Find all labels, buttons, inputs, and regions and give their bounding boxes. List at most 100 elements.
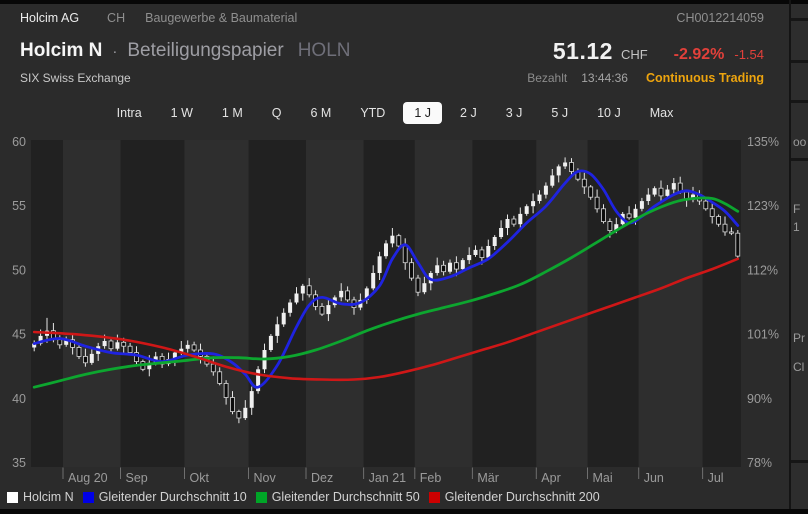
candle-body: [467, 255, 472, 261]
panel-fragment: oo: [793, 135, 807, 149]
legend-label: Gleitender Durchschnitt 10: [98, 490, 247, 504]
legend-item-gleitender-durchschnitt-200[interactable]: Gleitender Durchschnitt 200: [428, 490, 600, 504]
tab-intra[interactable]: Intra: [116, 106, 142, 120]
candle-body: [633, 208, 638, 218]
change-absolute: -1.54: [734, 47, 764, 62]
candle-body: [435, 265, 440, 273]
tab-max[interactable]: Max: [649, 106, 674, 120]
tab-1-m[interactable]: 1 M: [221, 106, 243, 120]
panel-divider: [791, 60, 808, 63]
candle-body: [243, 407, 248, 419]
candle-body: [32, 343, 37, 348]
tab-1-j[interactable]: 1 J: [403, 102, 443, 124]
legend-label: Gleitender Durchschnitt 200: [444, 490, 600, 504]
candle-body: [658, 187, 664, 197]
company-name[interactable]: Holcim AG: [20, 11, 80, 25]
instrument-name: Holcim N: [20, 40, 103, 61]
candle-body: [223, 382, 229, 398]
y-axis-label-left: 50: [12, 263, 26, 277]
month-band: [638, 140, 703, 467]
candle-body: [210, 363, 216, 373]
candle-body: [722, 223, 728, 233]
x-axis-label: Jul: [708, 471, 724, 485]
x-axis-label: Okt: [190, 471, 210, 485]
country-code: CH: [107, 11, 126, 25]
candle-body: [499, 228, 504, 237]
tab-6-m[interactable]: 6 M: [310, 106, 332, 120]
legend-item-gleitender-durchschnitt-50[interactable]: Gleitender Durchschnitt 50: [255, 490, 420, 504]
x-axis-label: Nov: [254, 471, 277, 485]
candle-body: [64, 339, 69, 345]
tab-3-j[interactable]: 3 J: [505, 106, 523, 120]
candle-body: [396, 235, 402, 247]
sector-label[interactable]: Baugewerbe & Baumaterial: [145, 11, 298, 25]
tab-2-j[interactable]: 2 J: [460, 106, 477, 120]
candle-body: [230, 397, 235, 413]
tab-q[interactable]: Q: [271, 106, 282, 120]
y-axis-label-left: 45: [12, 328, 26, 342]
candle-body: [384, 243, 388, 257]
right-edge-panel: oo F 1 Pr Cl: [791, 4, 808, 509]
candle-body: [76, 346, 82, 357]
range-tabs: Intra 1 W 1 M Q 6 M YTD 1 J 2 J 3 J 5 J 10 J Max: [0, 102, 790, 124]
tab-5-j[interactable]: 5 J: [551, 106, 569, 120]
ticker-symbol: HOLN: [297, 40, 351, 61]
legend-swatch: [82, 491, 94, 503]
candle-body: [281, 312, 286, 325]
candle-body: [594, 196, 600, 210]
legend-swatch: [7, 491, 18, 503]
paid-time: 13:44:36: [581, 71, 628, 85]
candle-body: [473, 249, 478, 255]
candle-body: [652, 188, 657, 195]
panel-divider: [791, 100, 808, 103]
y-axis-label-right: 101%: [747, 328, 779, 342]
x-axis-label: Jan 21: [369, 471, 407, 485]
legend-item-holcim-n[interactable]: Holcim N: [7, 490, 74, 504]
change-percent: -2.92%: [673, 46, 725, 63]
exchange-name: SIX Swiss Exchange: [20, 71, 131, 85]
tab-10-j[interactable]: 10 J: [597, 106, 621, 120]
panel-divider: [791, 158, 808, 161]
candle-body: [115, 342, 120, 349]
x-axis-label: Sep: [126, 471, 148, 485]
candle-body: [563, 162, 568, 167]
candle-body: [191, 344, 197, 351]
tab-ytd[interactable]: YTD: [360, 106, 386, 120]
candle-body: [581, 178, 587, 188]
y-axis-label-left: 35: [12, 456, 26, 470]
legend-swatch: [428, 491, 440, 503]
candle-body: [537, 194, 542, 201]
month-band: [472, 140, 537, 467]
candle-body: [511, 218, 517, 225]
chart-svg: 60 135% 55 123% 50 112% 45 101% 40 90% 35 78% Aug 20…: [12, 135, 779, 485]
ma-line-gleitender-durchschnitt-200: [32, 257, 740, 382]
month-band: [702, 140, 741, 467]
candle-body: [185, 344, 190, 349]
month-band: [248, 140, 307, 467]
candle-body: [57, 339, 63, 346]
candle-body: [735, 232, 741, 257]
candle-body: [492, 237, 497, 246]
price-row: 51.12 CHF -2.92% -1.54: [527, 38, 764, 65]
candle-body: [479, 249, 485, 258]
top-bar: Holcim AG CH Baugewerbe & Baumaterial CH…: [20, 11, 764, 25]
y-axis-label-right: 123%: [747, 199, 779, 213]
legend-item-gleitender-durchschnitt-10[interactable]: Gleitender Durchschnitt 10: [82, 490, 247, 504]
tab-1-w[interactable]: 1 W: [170, 106, 193, 120]
candle-body: [134, 352, 139, 363]
month-band: [63, 140, 121, 467]
x-axis-label: Feb: [420, 471, 442, 485]
candle-body: [249, 391, 254, 408]
candle-body: [601, 208, 606, 223]
candle-body: [390, 235, 395, 244]
candle-body: [550, 175, 555, 186]
candle-body: [275, 324, 280, 336]
candle-body: [453, 262, 459, 270]
panel-fragment: Cl: [793, 360, 805, 374]
candle-body: [531, 201, 536, 207]
y-axis-label-right: 112%: [747, 263, 778, 277]
ma-line-gleitender-durchschnitt-50: [32, 196, 740, 389]
chart-legend: Holcim N Gleitender Durchschnitt 10 Gleite…: [7, 490, 600, 504]
candle-body: [639, 201, 644, 209]
candle-body: [371, 273, 376, 289]
